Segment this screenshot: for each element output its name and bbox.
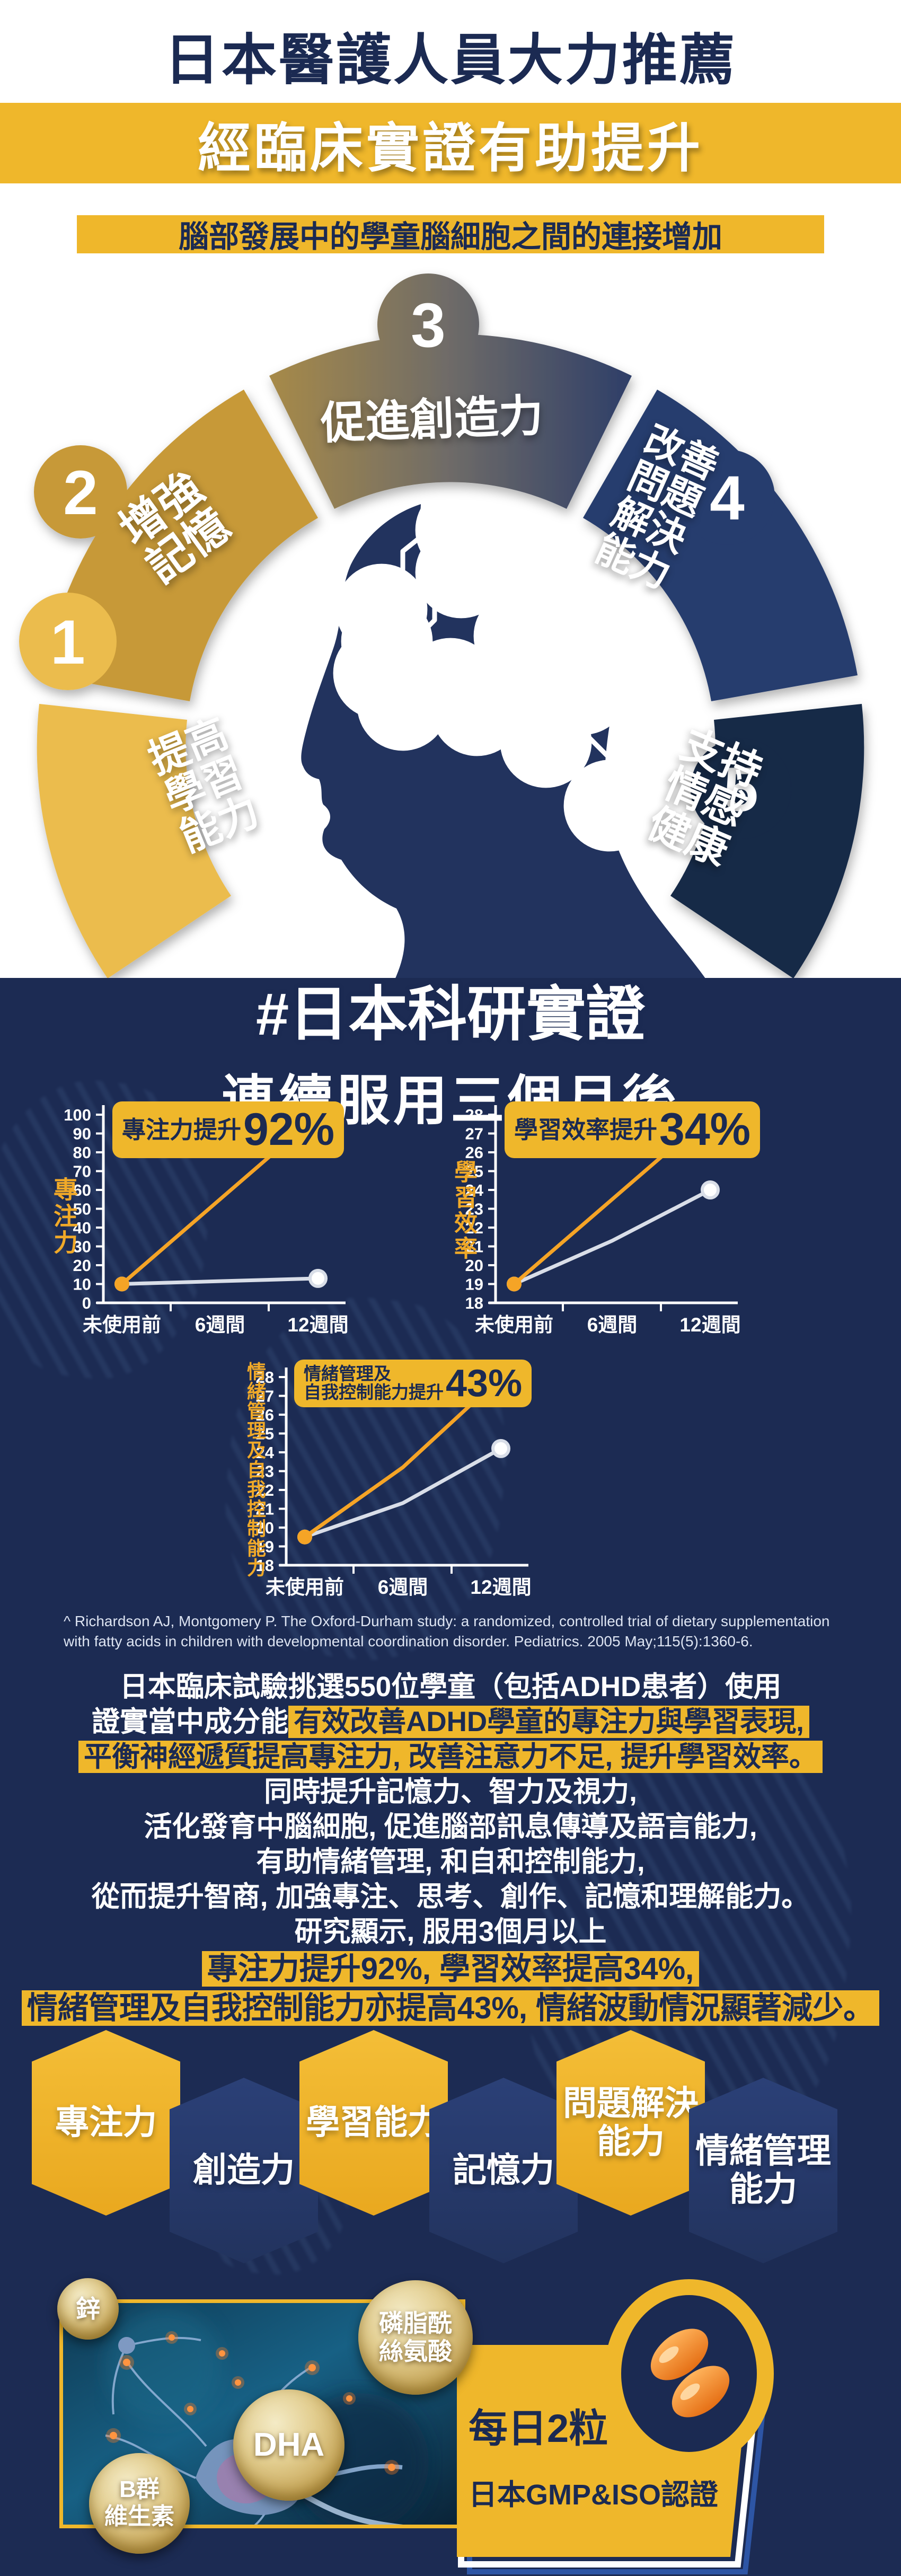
capsule-icon bbox=[650, 2328, 730, 2418]
svg-text:19: 19 bbox=[465, 1275, 483, 1294]
svg-text:22: 22 bbox=[256, 1481, 274, 1499]
svg-text:26: 26 bbox=[465, 1143, 483, 1162]
svg-text:未使用前: 未使用前 bbox=[83, 1314, 161, 1336]
ingredient-zinc: 鋅 bbox=[57, 2278, 119, 2340]
hexagon-learning: 學習能力 bbox=[299, 2030, 448, 2216]
svg-text:0: 0 bbox=[82, 1294, 91, 1312]
svg-text:19: 19 bbox=[256, 1538, 274, 1556]
ring-number-2: 2 bbox=[63, 458, 98, 528]
ring-number-bubble-1 bbox=[19, 593, 117, 690]
ring-number-bubble-2 bbox=[34, 445, 127, 539]
svg-text:18: 18 bbox=[465, 1294, 483, 1312]
ring-number-5: 5 bbox=[723, 755, 758, 825]
dosage-panel bbox=[457, 2279, 774, 2574]
science-hashtag-heading: #日本科研實證 bbox=[251, 976, 650, 1052]
certification-text: 日本GMP&ISO認證 bbox=[469, 2479, 719, 2511]
ring-number-1: 1 bbox=[50, 607, 85, 677]
svg-text:10: 10 bbox=[73, 1275, 91, 1294]
svg-text:24: 24 bbox=[256, 1443, 275, 1462]
ingredient-dha: DHA bbox=[233, 2389, 344, 2501]
svg-text:25: 25 bbox=[256, 1425, 274, 1443]
chart-attention: 0 10 20 30 40 50 60 70 80 90 100 未使用前 6週間 12週間 專注力提升 … bbox=[32, 1091, 371, 1356]
chart-emotion-badge: 情緒管理及 自我控制能力提升 43% bbox=[294, 1360, 532, 1407]
svg-text:12週間: 12週間 bbox=[287, 1314, 348, 1336]
banner-clinically-proven-text: 經臨床實證有助提升 bbox=[198, 118, 703, 178]
svg-text:50: 50 bbox=[73, 1200, 91, 1219]
ring-number-4: 4 bbox=[710, 463, 745, 533]
svg-text:12週間: 12週間 bbox=[679, 1314, 740, 1336]
svg-text:21: 21 bbox=[256, 1500, 274, 1519]
svg-text:23: 23 bbox=[465, 1200, 483, 1219]
svg-text:23: 23 bbox=[256, 1462, 274, 1481]
ring-segment-4 bbox=[583, 390, 858, 701]
ring-number-3: 3 bbox=[411, 290, 446, 360]
svg-text:100: 100 bbox=[64, 1106, 91, 1124]
page-title: 日本醫護人員大力推薦 bbox=[164, 30, 737, 91]
svg-text:22: 22 bbox=[465, 1219, 483, 1237]
chart-learning: 18 19 20 21 22 23 24 25 26 27 28 未使用前 6週間 12週間 學習效率提升… bbox=[424, 1091, 763, 1356]
svg-text:6週間: 6週間 bbox=[378, 1576, 428, 1598]
svg-text:26: 26 bbox=[256, 1406, 274, 1424]
ingredient-vitamin-b: B群 維生素 bbox=[89, 2453, 190, 2554]
svg-text:70: 70 bbox=[73, 1162, 91, 1181]
svg-text:90: 90 bbox=[73, 1125, 91, 1143]
svg-text:未使用前: 未使用前 bbox=[475, 1314, 553, 1336]
svg-text:24: 24 bbox=[465, 1181, 484, 1199]
svg-text:20: 20 bbox=[256, 1519, 274, 1537]
svg-text:30: 30 bbox=[73, 1238, 91, 1256]
ring-number-bubble-4 bbox=[679, 449, 775, 545]
svg-text:#日本科研實證: #日本科研實證 bbox=[256, 981, 646, 1047]
ring-label-3: 促進創造力 bbox=[320, 391, 544, 448]
svg-text:27: 27 bbox=[256, 1387, 274, 1406]
svg-text:40: 40 bbox=[73, 1219, 91, 1237]
svg-text:20: 20 bbox=[73, 1256, 91, 1275]
ring-number-bubble-5 bbox=[691, 738, 791, 839]
hexagon-creativity: 創造力 bbox=[170, 2078, 318, 2263]
banner-brain-connection-text: 腦部發展中的學童腦細胞之間的連接增加 bbox=[179, 220, 722, 254]
chart-learning-badge: 學習效率提升 34% bbox=[505, 1101, 761, 1158]
benefits-ring-diagram: 1 2 3 4 5 bbox=[19, 274, 864, 981]
chart-learning-ylabel: 學習效率 bbox=[450, 1160, 476, 1261]
chart-attention-badge: 專注力提升 92% bbox=[112, 1101, 344, 1158]
synapse-glow-dots bbox=[106, 2331, 399, 2475]
circuit-brain-icon bbox=[333, 463, 656, 852]
banner-brain-connection: 腦部發展中的學童腦細胞之間的連接增加 bbox=[77, 215, 824, 254]
hexagon-emotion-management: 情緒管理 能力 bbox=[689, 2078, 837, 2263]
hexagon-problem-solving: 問題解決 能力 bbox=[556, 2030, 705, 2216]
svg-text:80: 80 bbox=[73, 1143, 91, 1162]
svg-text:28: 28 bbox=[256, 1368, 274, 1387]
banner-clinically-proven: 經臨床實證有助提升 bbox=[0, 103, 901, 183]
chart-attention-ylabel: 專注力 bbox=[50, 1177, 78, 1256]
svg-text:6週間: 6週間 bbox=[587, 1314, 638, 1336]
chart-emotion-ylabel: 情緒管理及自我控制能力 bbox=[244, 1362, 266, 1577]
svg-text:21: 21 bbox=[465, 1238, 483, 1256]
svg-text:20: 20 bbox=[465, 1256, 483, 1275]
svg-text:60: 60 bbox=[73, 1181, 91, 1199]
clinical-summary-paragraph: 日本臨床試驗挑選550位學童（包括ADHD患者）使用 證實當中成分能 有效改善AD… bbox=[0, 1670, 901, 2028]
svg-text:18: 18 bbox=[256, 1556, 274, 1575]
ring-segment-1 bbox=[37, 704, 231, 978]
hexagon-memory: 記憶力 bbox=[429, 2078, 578, 2263]
svg-text:未使用前: 未使用前 bbox=[266, 1576, 344, 1598]
brain-head-icon bbox=[301, 463, 707, 981]
svg-text:25: 25 bbox=[465, 1162, 483, 1181]
ingredient-phosphatidylserine: 磷脂酰 絲氨酸 bbox=[358, 2280, 473, 2395]
daily-dose-text: 每日2粒 bbox=[469, 2406, 608, 2450]
svg-text:12週間: 12週間 bbox=[470, 1576, 531, 1598]
chart-emotion: 18 19 20 21 22 23 24 25 26 27 28 未使用前 6週間 12週間 情緒管理及自… bbox=[215, 1353, 554, 1618]
svg-text:6週間: 6週間 bbox=[195, 1314, 245, 1336]
svg-text:27: 27 bbox=[465, 1125, 483, 1143]
study-reference: ^ Richardson AJ, Montgomery P. The Oxfor… bbox=[64, 1613, 830, 1649]
hexagon-attention: 專注力 bbox=[32, 2030, 180, 2216]
ring-segment-3 bbox=[269, 334, 632, 509]
svg-text:28: 28 bbox=[465, 1106, 483, 1124]
